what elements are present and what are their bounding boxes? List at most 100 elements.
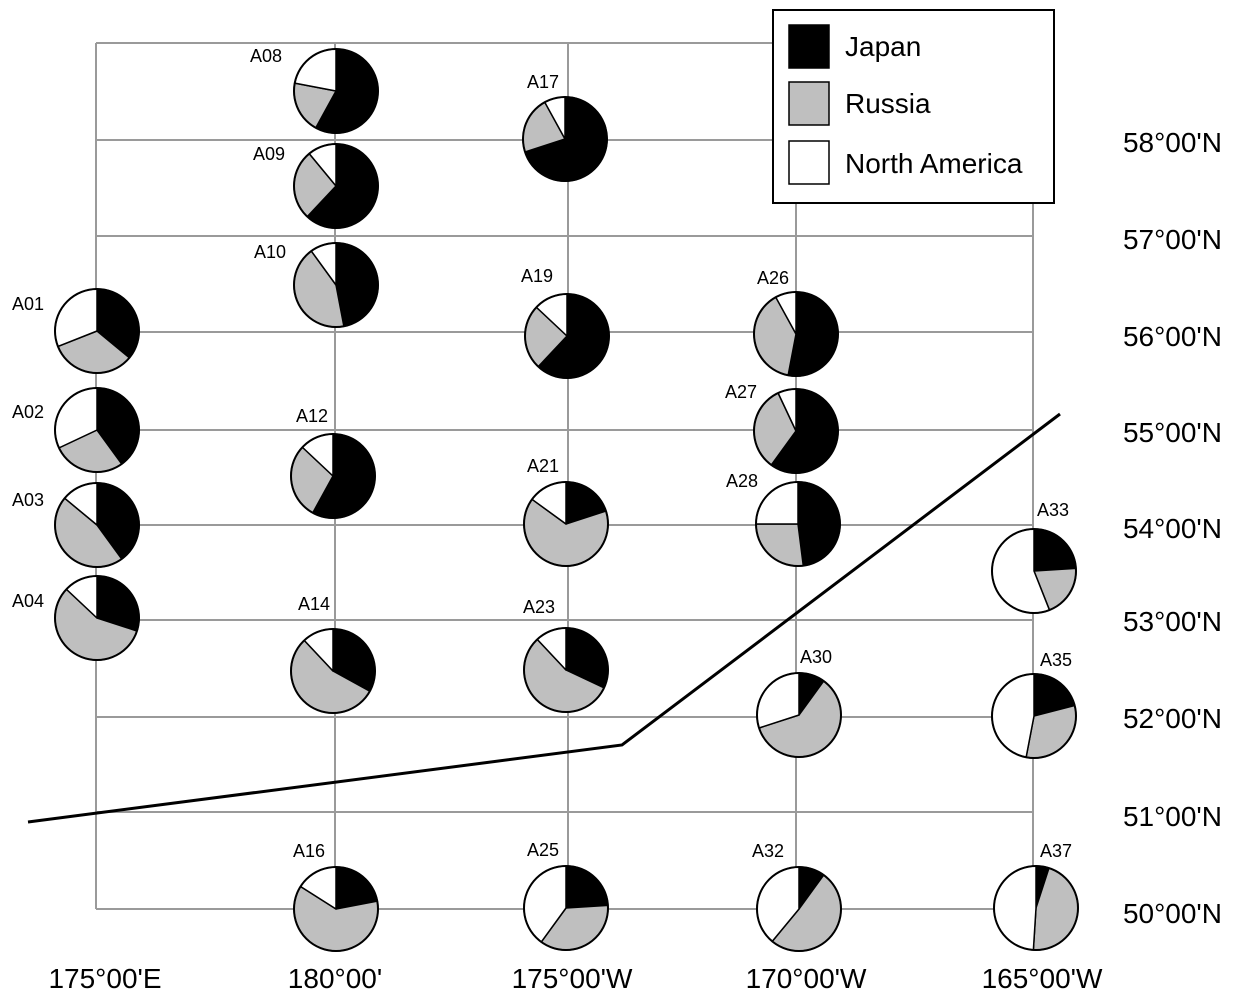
pie-outline xyxy=(54,482,140,568)
pie-outline xyxy=(523,481,609,567)
pie-outline xyxy=(993,865,1079,951)
station-pie-a16: A16 xyxy=(293,841,379,952)
pie-outline xyxy=(290,628,376,714)
station-label: A03 xyxy=(12,490,44,510)
station-label: A28 xyxy=(726,471,758,491)
station-label: A19 xyxy=(521,266,553,286)
lat-label-57n: 57°00'N xyxy=(1123,224,1222,255)
pie-outline xyxy=(54,575,140,661)
pie-outline xyxy=(755,481,841,567)
station-label: A35 xyxy=(1040,650,1072,670)
station-pie-a10: A10 xyxy=(254,242,379,328)
pie-outline xyxy=(293,143,379,229)
station-pie-a14: A14 xyxy=(290,594,376,714)
lat-label-58n: 58°00'N xyxy=(1123,127,1222,158)
station-pie-a35: A35 xyxy=(991,650,1077,759)
station-pie-a23: A23 xyxy=(523,597,609,713)
station-label: A27 xyxy=(725,382,757,402)
legend-swatch-russia xyxy=(788,81,830,126)
lat-label-52n: 52°00'N xyxy=(1123,703,1222,734)
station-pie-a26: A26 xyxy=(753,268,839,377)
station-pie-a02: A02 xyxy=(12,387,140,473)
station-label: A17 xyxy=(527,72,559,92)
pie-outline xyxy=(756,866,842,952)
station-label: A14 xyxy=(298,594,330,614)
lat-label-54n: 54°00'N xyxy=(1123,513,1222,544)
station-pie-a08: A08 xyxy=(250,46,379,134)
station-label: A04 xyxy=(12,591,44,611)
station-label: A21 xyxy=(527,456,559,476)
lat-label-50n: 50°00'N xyxy=(1123,898,1222,929)
lon-label-180: 180°00' xyxy=(288,963,382,994)
station-label: A30 xyxy=(800,647,832,667)
station-label: A09 xyxy=(253,144,285,164)
lon-label-165w: 165°00'W xyxy=(982,963,1103,994)
lat-label-55n: 55°00'N xyxy=(1123,417,1222,448)
station-pie-a37: A37 xyxy=(993,841,1079,951)
station-label: A16 xyxy=(293,841,325,861)
slice-japan xyxy=(797,481,841,567)
pie-outline xyxy=(991,673,1077,759)
lon-label-175e: 175°00'E xyxy=(48,963,161,994)
pie-outline xyxy=(753,388,839,474)
lat-label-53n: 53°00'N xyxy=(1123,606,1222,637)
legend-label-russia: Russia xyxy=(845,88,931,119)
slice-japan xyxy=(335,242,379,328)
station-label: A32 xyxy=(752,841,784,861)
pie-outline xyxy=(293,866,379,952)
boundary-line xyxy=(27,412,1061,824)
latitude-labels: 58°00'N 57°00'N 56°00'N 55°00'N 54°00'N … xyxy=(1123,127,1222,929)
pie-outline xyxy=(991,528,1077,614)
station-label: A01 xyxy=(12,294,44,314)
lat-lon-grid xyxy=(95,42,1034,910)
station-pie-a27: A27 xyxy=(725,382,839,474)
station-label: A37 xyxy=(1040,841,1072,861)
station-label: A33 xyxy=(1037,500,1069,520)
pie-outline xyxy=(293,48,379,134)
station-label: A02 xyxy=(12,402,44,422)
legend-label-japan: Japan xyxy=(845,31,921,62)
slice-north-america xyxy=(991,673,1035,759)
lat-label-56n: 56°00'N xyxy=(1123,321,1222,352)
pie-outline xyxy=(293,242,379,328)
legend: Japan Russia North America xyxy=(772,9,1055,204)
station-pie-a30: A30 xyxy=(756,647,842,758)
lat-label-51n: 51°00'N xyxy=(1123,801,1222,832)
station-pie-a33: A33 xyxy=(991,500,1077,614)
pie-outline xyxy=(753,291,839,377)
station-label: A23 xyxy=(523,597,555,617)
slice-north-america xyxy=(993,865,1037,951)
legend-label-north-america: North America xyxy=(845,148,1023,179)
station-pie-a09: A09 xyxy=(253,143,379,229)
station-pies: A01 A02 A03 A04 A08 A09 A10 A12 A14 A16 A17 A19 A21 A… xyxy=(12,46,1079,952)
station-pie-a19: A19 xyxy=(521,266,610,379)
station-pie-a21: A21 xyxy=(523,456,609,567)
station-pie-a04: A04 xyxy=(12,575,140,661)
legend-swatch-north-america xyxy=(788,140,830,185)
lon-label-170w: 170°00'W xyxy=(746,963,867,994)
station-pie-a17: A17 xyxy=(522,72,608,182)
longitude-labels: 175°00'E 180°00' 175°00'W 170°00'W 165°0… xyxy=(48,963,1103,994)
pie-outline xyxy=(524,293,610,379)
station-label: A25 xyxy=(527,840,559,860)
pie-outline xyxy=(523,627,609,713)
station-pie-a32: A32 xyxy=(752,841,842,952)
station-pie-a12: A12 xyxy=(290,406,376,519)
slice-russia xyxy=(755,523,805,567)
pie-outline xyxy=(290,433,376,519)
legend-swatch-japan xyxy=(788,24,830,69)
pie-outline xyxy=(54,288,140,374)
lon-label-175w: 175°00'W xyxy=(512,963,633,994)
station-label: A08 xyxy=(250,46,282,66)
station-label: A12 xyxy=(296,406,328,426)
pie-outline xyxy=(756,672,842,758)
station-label: A10 xyxy=(254,242,286,262)
pie-outline xyxy=(522,96,608,182)
pie-outline xyxy=(54,387,140,473)
station-pie-a25: A25 xyxy=(523,840,609,951)
station-pie-a28: A28 xyxy=(726,471,841,567)
pie-outline xyxy=(523,865,609,951)
station-pie-a01: A01 xyxy=(12,288,140,374)
station-label: A26 xyxy=(757,268,789,288)
